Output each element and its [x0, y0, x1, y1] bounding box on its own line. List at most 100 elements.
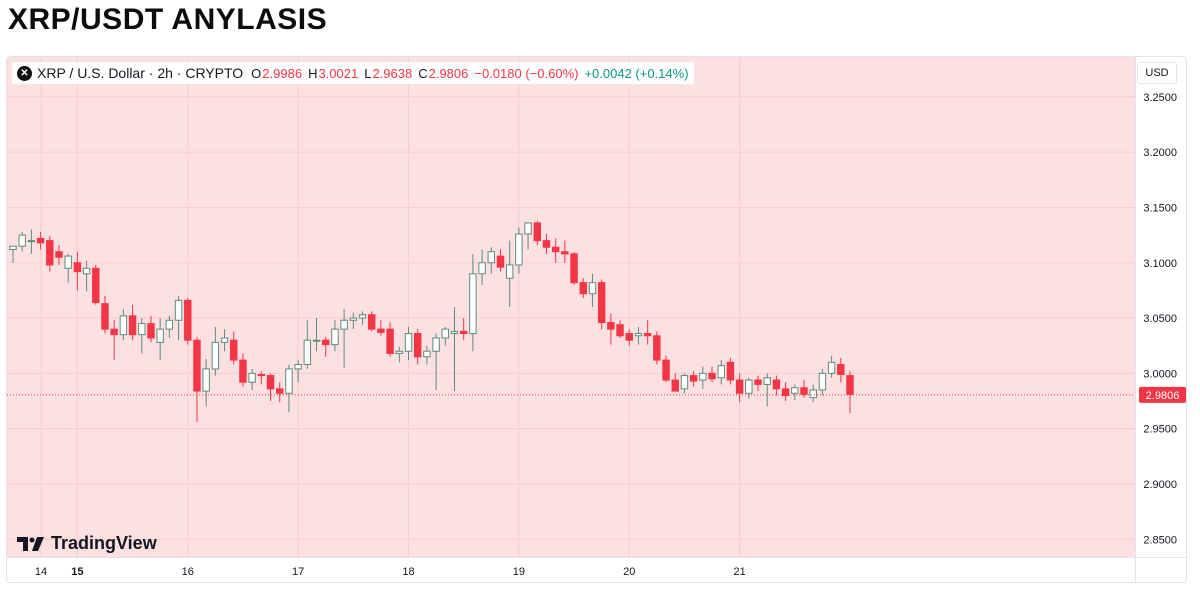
candle-body — [202, 368, 210, 392]
candle — [46, 236, 54, 272]
y-tick-label: 2.9500 — [1143, 424, 1177, 436]
candle-body — [18, 234, 26, 247]
candle — [18, 231, 26, 252]
x-tick-label: 16 — [182, 566, 194, 578]
candle — [791, 384, 799, 400]
candle-body — [846, 375, 854, 395]
y-tick-label: 3.0000 — [1143, 368, 1177, 380]
candle — [524, 222, 532, 250]
candle — [634, 326, 643, 345]
candle — [726, 357, 735, 385]
candle — [64, 253, 72, 283]
candle — [423, 345, 431, 365]
candle — [459, 318, 468, 341]
candle — [781, 382, 790, 402]
candle-body — [432, 337, 440, 352]
y-tick-label: 3.1500 — [1143, 202, 1177, 214]
y-tick-label: 2.9000 — [1143, 479, 1177, 491]
x-tick-label: 19 — [513, 566, 525, 578]
candle — [708, 366, 716, 383]
candle-body — [331, 328, 339, 346]
candle-body — [211, 341, 220, 370]
candle-body — [367, 314, 376, 330]
change-value: −0.0180 (−0.60%) — [474, 65, 579, 81]
candle — [505, 240, 514, 307]
candle-body — [147, 323, 155, 339]
candle-body — [46, 240, 54, 266]
candlestick-chart[interactable]: 3.2500 3.2000 3.1500 3.1000 3.0500 3.0000 2.95… — [7, 57, 1187, 583]
candle — [735, 373, 744, 403]
plot-background — [7, 57, 1135, 557]
candle-body — [524, 222, 532, 235]
candle-body — [496, 255, 505, 268]
candle — [211, 326, 220, 376]
candle — [680, 373, 689, 394]
candle-body — [726, 361, 735, 381]
candle-body — [73, 262, 82, 273]
candle — [579, 278, 587, 299]
candle-body — [312, 339, 321, 342]
low-label: L — [364, 65, 372, 81]
candle-body — [616, 324, 624, 337]
candle — [643, 320, 652, 345]
candle — [128, 304, 137, 341]
candle — [395, 346, 404, 363]
candle-body — [441, 328, 450, 339]
candle-body — [395, 350, 404, 354]
high-label: H — [308, 65, 318, 81]
y-tick-label: 3.1000 — [1143, 258, 1177, 270]
candle — [404, 326, 413, 361]
candle — [478, 249, 486, 285]
candle — [257, 371, 266, 385]
candle-body — [358, 314, 367, 319]
candle — [266, 373, 275, 402]
candle — [92, 264, 100, 305]
candle — [561, 240, 569, 263]
candle-body — [450, 330, 459, 335]
candle-body — [745, 379, 753, 394]
x-tick-label: 14 — [35, 566, 47, 578]
open-label: O — [251, 65, 262, 81]
candle-body — [818, 372, 827, 391]
candle-body — [680, 375, 689, 390]
candle — [248, 368, 256, 390]
candle-body — [285, 368, 293, 394]
candle — [818, 368, 827, 396]
candle-body — [193, 339, 201, 392]
candle — [36, 231, 45, 250]
candle — [82, 260, 91, 292]
low-value: 2.9638 — [372, 65, 413, 81]
candle-body — [220, 337, 229, 343]
candle-body — [276, 388, 284, 394]
candle-body — [837, 364, 845, 375]
candle — [147, 315, 155, 343]
chart-container[interactable]: 3.2500 3.2000 3.1500 3.1000 3.0500 3.0000 2.95… — [6, 56, 1187, 583]
last-price-badge — [1139, 386, 1186, 403]
candle-body — [791, 387, 799, 394]
candle-body — [165, 319, 174, 330]
candle-body — [597, 282, 606, 323]
candle — [27, 229, 36, 254]
candle — [331, 320, 339, 352]
candle — [763, 373, 771, 407]
symbol-legend[interactable]: ✕ XRP / U.S. Dollar · 2h · CRYPTO O 2.99… — [12, 62, 694, 84]
candle-body — [809, 389, 817, 399]
currency-button[interactable]: USD — [1137, 62, 1177, 84]
candle-body — [763, 377, 771, 385]
candle-body — [404, 333, 413, 352]
candle — [533, 220, 541, 246]
candle-body — [671, 379, 679, 392]
tradingview-text: TradingView — [51, 533, 157, 553]
candle-body — [119, 315, 128, 336]
candle — [597, 279, 606, 330]
candle — [386, 322, 394, 357]
candle — [487, 247, 496, 274]
candle-body — [800, 387, 808, 395]
candle — [809, 384, 817, 403]
x-tick-label: 20 — [623, 566, 635, 578]
candle-body — [174, 299, 183, 321]
candle — [193, 336, 201, 423]
candle — [515, 227, 523, 274]
candle — [607, 313, 615, 345]
candle — [616, 320, 624, 338]
